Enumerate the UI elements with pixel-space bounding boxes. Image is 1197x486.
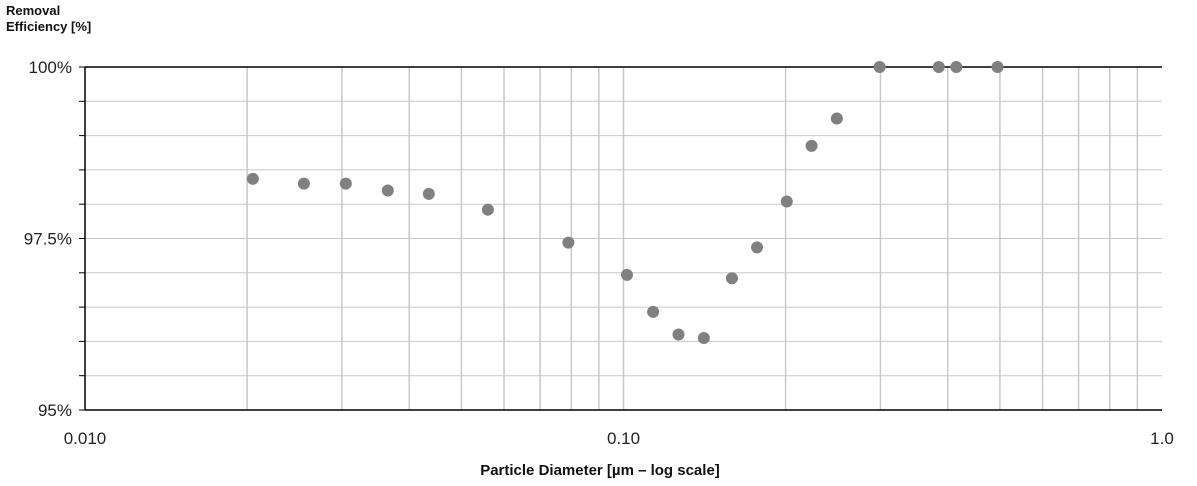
y-axis-title: Removal Efficiency [%]	[6, 3, 92, 34]
y-tick-label: 100%	[29, 58, 72, 77]
data-point	[950, 61, 963, 73]
x-tick-label: 0.010	[64, 429, 107, 448]
data-point	[297, 177, 310, 190]
x-tick-label: 1.0	[1150, 429, 1174, 448]
data-point	[830, 112, 843, 125]
x-axis-title: Particle Diameter [µm – log scale]	[480, 462, 720, 479]
data-point	[751, 241, 764, 254]
axes	[79, 66, 1162, 411]
data-point	[725, 272, 738, 285]
data-point	[422, 187, 435, 200]
data-point	[780, 195, 793, 208]
data-point	[647, 305, 660, 318]
x-tick-label: 0.10	[607, 429, 640, 448]
data-point	[562, 236, 575, 249]
tick-labels: 95% 97.5% 100% 0.010 0.10 1.0	[24, 58, 1174, 448]
data-point	[620, 268, 633, 281]
data-point	[991, 61, 1004, 73]
y-tick-label: 95%	[38, 401, 72, 420]
data-point	[246, 172, 259, 185]
data-points	[246, 61, 1004, 344]
data-point	[481, 203, 494, 216]
data-point	[873, 61, 886, 73]
data-point	[381, 184, 394, 197]
data-point	[672, 328, 685, 341]
data-point	[697, 331, 710, 344]
y-tick-label: 97.5%	[24, 230, 72, 249]
grid	[85, 67, 1162, 410]
data-point	[805, 139, 818, 152]
data-point	[339, 177, 352, 190]
data-point	[932, 61, 945, 73]
